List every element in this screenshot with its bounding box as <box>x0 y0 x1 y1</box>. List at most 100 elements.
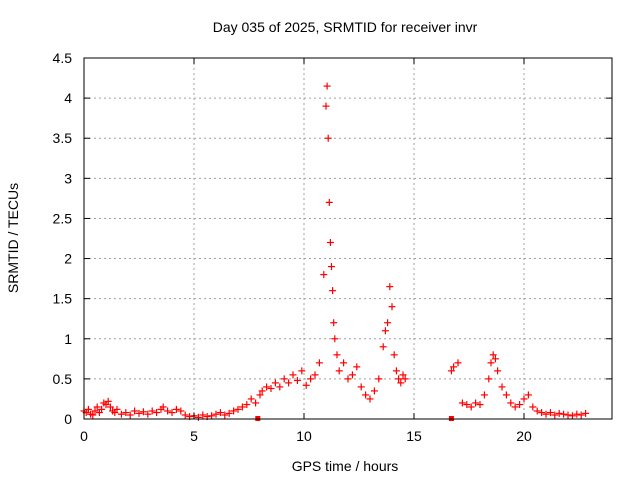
data-point <box>329 287 337 295</box>
y-tick-label: 3 <box>64 170 72 186</box>
data-point <box>546 409 554 417</box>
data-point <box>252 399 260 407</box>
data-point <box>122 409 130 417</box>
data-point <box>447 367 455 375</box>
data-point <box>285 379 293 387</box>
data-point <box>302 381 310 389</box>
x-tick-label: 0 <box>80 428 88 444</box>
data-point <box>370 387 378 395</box>
plot-frame <box>83 57 613 420</box>
data-point <box>366 395 374 403</box>
data-points <box>80 82 590 421</box>
data-point <box>326 239 334 247</box>
y-tick-label: 0 <box>64 411 72 427</box>
data-point <box>353 363 361 371</box>
data-point <box>311 371 319 379</box>
data-point <box>491 355 499 363</box>
data-point <box>348 371 356 379</box>
data-point <box>399 371 407 379</box>
x-axis-title: GPS time / hours <box>292 458 399 474</box>
data-point <box>392 367 400 375</box>
data-point <box>164 407 172 415</box>
data-point <box>395 375 403 383</box>
data-point <box>280 375 288 383</box>
data-point <box>234 405 242 413</box>
data-point <box>323 82 331 90</box>
data-point <box>324 134 332 142</box>
data-point <box>258 387 266 395</box>
data-point <box>516 401 524 409</box>
data-point <box>487 359 495 367</box>
data-point <box>450 363 458 371</box>
data-point <box>194 413 202 421</box>
data-point <box>126 411 134 419</box>
data-point <box>307 375 315 383</box>
data-point <box>386 283 394 291</box>
data-point <box>454 359 462 367</box>
data-point <box>480 391 488 399</box>
x-tick-label: 15 <box>406 428 422 444</box>
data-point <box>568 412 576 420</box>
data-point <box>489 351 497 359</box>
data-point <box>325 198 333 206</box>
data-point <box>507 399 515 407</box>
data-point <box>159 403 167 411</box>
data-point <box>199 411 207 419</box>
data-point <box>315 359 323 367</box>
data-point <box>113 405 121 413</box>
data-point <box>230 407 238 415</box>
data-point <box>271 379 279 387</box>
data-point <box>208 412 216 420</box>
data-point <box>139 408 147 416</box>
data-point <box>263 383 271 391</box>
data-point <box>397 379 405 387</box>
data-point <box>91 407 99 415</box>
data-point <box>381 327 389 335</box>
data-point <box>551 411 559 419</box>
data-point <box>529 403 537 411</box>
data-point <box>256 391 264 399</box>
y-tick-label: 3.5 <box>53 130 73 146</box>
data-point <box>267 385 275 393</box>
data-point <box>344 375 352 383</box>
data-point <box>511 403 519 411</box>
y-axis-title: SRMTID / TECUs <box>5 183 21 293</box>
data-point <box>298 367 306 375</box>
data-point <box>542 410 550 418</box>
data-point <box>131 407 139 415</box>
data-point <box>172 405 180 413</box>
x-tick-label: 20 <box>516 428 532 444</box>
data-point <box>524 391 532 399</box>
data-point <box>538 409 546 417</box>
data-point <box>390 351 398 359</box>
data-point <box>362 391 370 399</box>
y-tick-label: 0.5 <box>53 371 73 387</box>
data-point <box>498 383 506 391</box>
data-point <box>502 391 510 399</box>
axis-ticks: 0 5 10 15 20 0 0.5 1 1.5 2 2.5 3 3.5 4 4.5 <box>53 50 612 444</box>
data-point <box>153 409 161 417</box>
data-point <box>322 102 330 110</box>
data-point <box>289 371 297 379</box>
data-point <box>379 343 387 351</box>
data-point <box>177 407 185 415</box>
data-point <box>181 411 189 419</box>
data-point <box>485 375 493 383</box>
data-point <box>247 395 255 403</box>
data-point <box>472 399 480 407</box>
grid-layer <box>84 58 612 419</box>
y-tick-label: 4.5 <box>53 50 73 66</box>
data-point <box>357 383 365 391</box>
y-tick-label: 2.5 <box>53 210 73 226</box>
data-point <box>135 409 143 417</box>
data-point <box>333 351 341 359</box>
y-tick-label: 1 <box>64 331 72 347</box>
data-point <box>225 409 233 417</box>
y-tick-label: 1.5 <box>53 291 73 307</box>
data-point <box>93 403 101 411</box>
data-point <box>276 383 284 391</box>
data-point <box>564 411 572 419</box>
data-point <box>573 410 581 418</box>
data-point <box>104 397 112 405</box>
data-point <box>148 407 156 415</box>
